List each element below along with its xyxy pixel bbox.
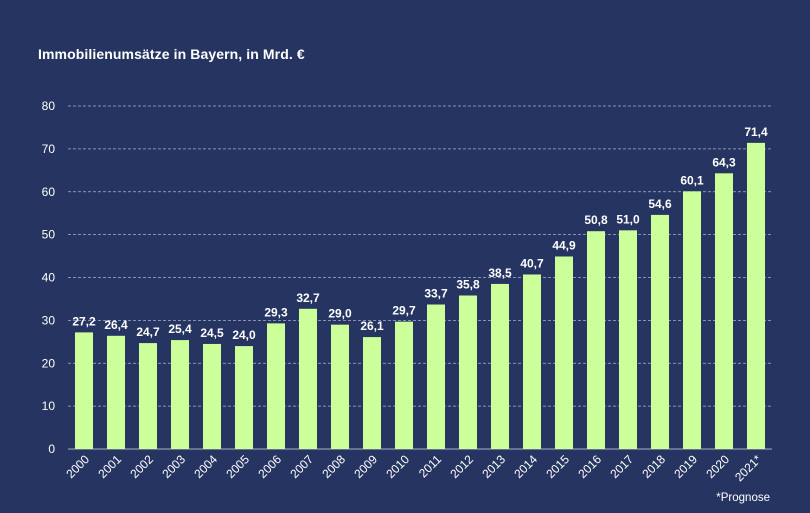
y-tick-label: 70	[42, 142, 56, 156]
x-tick-label: 2018	[639, 452, 668, 481]
data-label: 71,4	[744, 125, 768, 139]
data-label: 26,4	[104, 318, 128, 332]
bar-2020	[715, 173, 733, 449]
x-tick-label: 2011	[416, 452, 444, 480]
data-label: 32,7	[296, 291, 320, 305]
data-label: 35,8	[456, 278, 480, 292]
bar-2011	[427, 304, 445, 449]
data-label: 25,4	[168, 322, 192, 336]
bar-2018	[651, 214, 669, 449]
y-tick-label: 0	[48, 442, 55, 456]
y-axis: 0 10 20 30 40 50 60 70 80	[42, 99, 56, 456]
x-tick-label: 2008	[319, 452, 348, 481]
x-tick-label: 2003	[159, 452, 188, 481]
data-label: 29,0	[328, 307, 352, 321]
x-tick-label: 2005	[223, 452, 252, 481]
x-tick-label: 2009	[351, 452, 380, 481]
x-tick-label: 2014	[511, 452, 540, 481]
data-label: 27,2	[72, 314, 96, 328]
bar-2015	[555, 256, 573, 449]
x-tick-label: 2004	[191, 452, 220, 481]
bar-2002	[139, 343, 157, 449]
x-tick-label: 2017	[607, 452, 636, 481]
bar-2004	[203, 343, 221, 449]
bar-2001	[107, 335, 125, 449]
bar-2005	[235, 346, 253, 449]
y-tick-label: 80	[42, 99, 56, 113]
bars	[75, 142, 765, 450]
x-tick-label: 2001	[95, 452, 124, 481]
bar-2006	[267, 323, 285, 449]
bar-2014	[523, 274, 541, 449]
data-label: 51,0	[616, 212, 640, 226]
bar-2003	[171, 340, 189, 449]
x-tick-label: 2012	[447, 452, 476, 481]
bar-2017	[619, 230, 637, 449]
data-label: 24,0	[232, 328, 256, 342]
data-label: 44,9	[552, 238, 576, 252]
data-label: 64,3	[712, 155, 736, 169]
x-tick-label: 2013	[479, 452, 508, 481]
data-label: 29,7	[392, 304, 416, 318]
x-tick-label: 2007	[287, 452, 316, 481]
bar-2021	[747, 142, 765, 449]
y-tick-label: 10	[42, 399, 56, 413]
y-tick-label: 60	[42, 185, 56, 199]
data-label: 24,5	[200, 326, 224, 340]
data-label: 24,7	[136, 325, 160, 339]
bar-2000	[75, 332, 93, 449]
x-tick-label: 2020	[703, 452, 732, 481]
footnote: *Prognose	[716, 492, 770, 504]
y-tick-label: 50	[42, 228, 56, 242]
bar-2008	[331, 324, 349, 449]
bar-2013	[491, 283, 509, 449]
x-tick-label: 2021*	[732, 452, 764, 484]
bar-2019	[683, 191, 701, 450]
data-labels: 27,2 26,4 24,7 25,4 24,5 24,0 29,3 32,7 29,0 26,1…	[72, 125, 768, 342]
x-tick-label: 2015	[543, 452, 572, 481]
x-tick-label: 2010	[383, 452, 412, 481]
data-label: 50,8	[584, 213, 608, 227]
y-tick-label: 30	[42, 313, 56, 327]
bar-2016	[587, 231, 605, 449]
bar-2010	[395, 321, 413, 449]
bar-2012	[459, 295, 477, 449]
data-label: 26,1	[360, 319, 384, 333]
data-label: 60,1	[680, 173, 704, 187]
x-tick-label: 2000	[63, 452, 92, 481]
y-tick-label: 40	[42, 271, 56, 285]
x-tick-label: 2006	[255, 452, 284, 481]
chart-title: Immobilienumsätze in Bayern, in Mrd. €	[38, 46, 305, 62]
data-label: 29,3	[264, 305, 288, 319]
x-axis: 2000 2001 2002 2003 2004 2005 2006 2007 2008 2009…	[63, 452, 764, 484]
data-label: 38,5	[488, 266, 512, 280]
data-label: 54,6	[648, 197, 672, 211]
data-label: 33,7	[424, 287, 448, 301]
data-label: 40,7	[520, 256, 544, 270]
bar-2007	[299, 308, 317, 449]
x-tick-label: 2002	[127, 452, 156, 481]
x-tick-label: 2019	[671, 452, 700, 481]
y-tick-label: 20	[42, 356, 56, 370]
x-tick-label: 2016	[575, 452, 604, 481]
bar-2009	[363, 337, 381, 449]
